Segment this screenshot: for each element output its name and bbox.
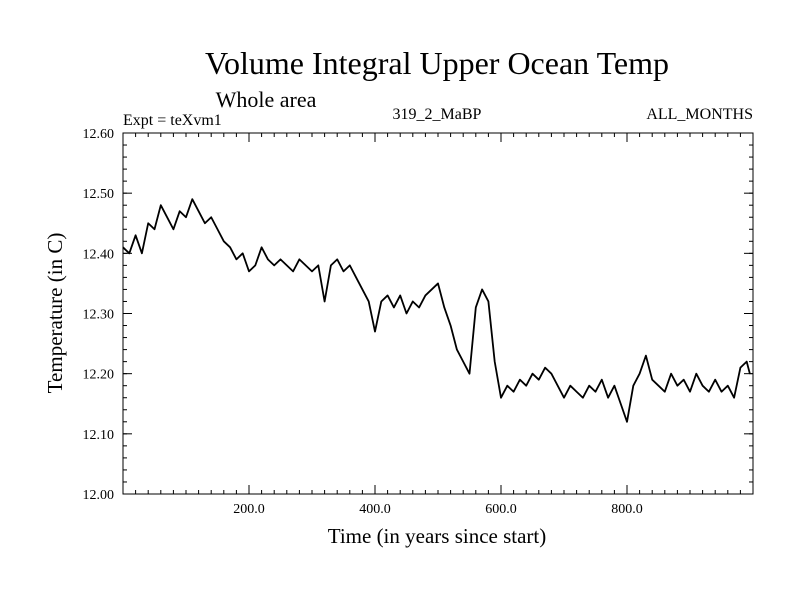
plot-frame	[122, 132, 754, 495]
x-tick-label: 600.0	[485, 502, 517, 517]
y-tick-label: 12.50	[83, 187, 115, 202]
chart-subtitle: Whole area	[216, 87, 317, 112]
run-label: 319_2_MaBP	[393, 106, 482, 123]
y-axis-label: Temperature (in C)	[43, 233, 67, 394]
experiment-label: Expt = teXvm1	[123, 112, 222, 129]
x-tick-label: 800.0	[611, 502, 643, 517]
y-tick-label: 12.20	[83, 368, 115, 383]
y-tick-label: 12.10	[83, 428, 115, 443]
series-line	[122, 198, 751, 423]
period-label: ALL_MONTHS	[646, 106, 753, 123]
chart-title: Volume Integral Upper Ocean Temp	[205, 45, 669, 81]
y-tick-label: 12.00	[83, 488, 115, 503]
x-tick-label: 400.0	[359, 502, 391, 517]
plot-area: 200.0 400.0 600.0 800.0 12.00 12.10 12.20 12.30…	[83, 127, 754, 517]
y-tick-label: 12.60	[83, 127, 115, 142]
y-tick-label: 12.30	[83, 308, 115, 323]
y-tick-label: 12.40	[83, 247, 115, 262]
x-axis-label: Time (in years since start)	[328, 524, 547, 548]
x-tick-label: 200.0	[233, 502, 265, 517]
